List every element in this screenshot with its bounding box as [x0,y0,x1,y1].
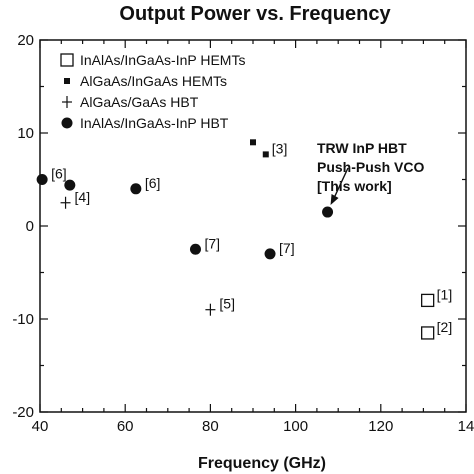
legend-label: AlGaAs/GaAs HBT [80,94,199,110]
y-tick-label: 0 [26,218,34,235]
data-label: [6] [51,166,67,182]
legend: InAlAs/InGaAs-InP HEMTs AlGaAs/InGaAs HEM… [60,52,245,131]
data-marks: [1] [2] [3] [4] [5] [6] [6] [7] [7] [36,139,453,340]
data-label: [7] [279,240,295,256]
open-square-marker [60,53,74,67]
y-tick-label: -20 [12,404,34,421]
data-label: [7] [204,235,220,251]
filled-circle-marker [189,243,201,255]
y-tick-label: 20 [17,32,34,49]
filled-circle-marker [130,183,142,195]
annotation-arrow [332,167,349,200]
y-tick-label: 10 [17,125,34,142]
annotation-arrowhead [330,194,339,206]
data-label: [1] [437,286,453,302]
annotation-line: [This work] [317,178,392,194]
annotation: TRW InP HBT Push-Push VCO [This work] [317,140,424,206]
x-tick-label: 120 [368,418,393,435]
legend-label: InAlAs/InGaAs-InP HBT [80,115,229,131]
data-label: [5] [219,296,235,312]
annotation-line: TRW InP HBT [317,140,407,156]
legend-label: InAlAs/InGaAs-InP HEMTs [80,52,245,68]
legend-label: AlGaAs/InGaAs HEMTs [80,73,227,89]
open-square-marker [421,326,435,340]
small-square-marker [262,151,269,158]
data-label: [4] [75,189,91,205]
x-tick-label: 80 [202,418,219,435]
open-square-marker [421,293,435,308]
data-label: [6] [145,175,161,191]
x-tick-label: 40 [32,418,49,435]
data-label: [3] [272,140,288,156]
data-label: [2] [437,319,453,335]
filled-circle-marker [61,117,73,129]
filled-circle-marker [264,248,276,260]
y-tick-label: -10 [12,311,34,328]
filled-circle-marker [36,174,48,185]
small-square-marker [250,139,256,146]
x-tick-label: 60 [117,418,134,435]
chart-title: Output Power vs. Frequency [119,3,391,25]
filled-circle-marker [322,206,334,218]
x-tick-label: 100 [283,418,308,435]
annotation-line: Push-Push VCO [317,159,424,175]
x-tick-label: 14 [458,418,474,435]
small-square-marker [64,78,70,84]
filled-circle-marker [64,179,76,191]
x-axis-label: Frequency (GHz) [198,455,326,472]
